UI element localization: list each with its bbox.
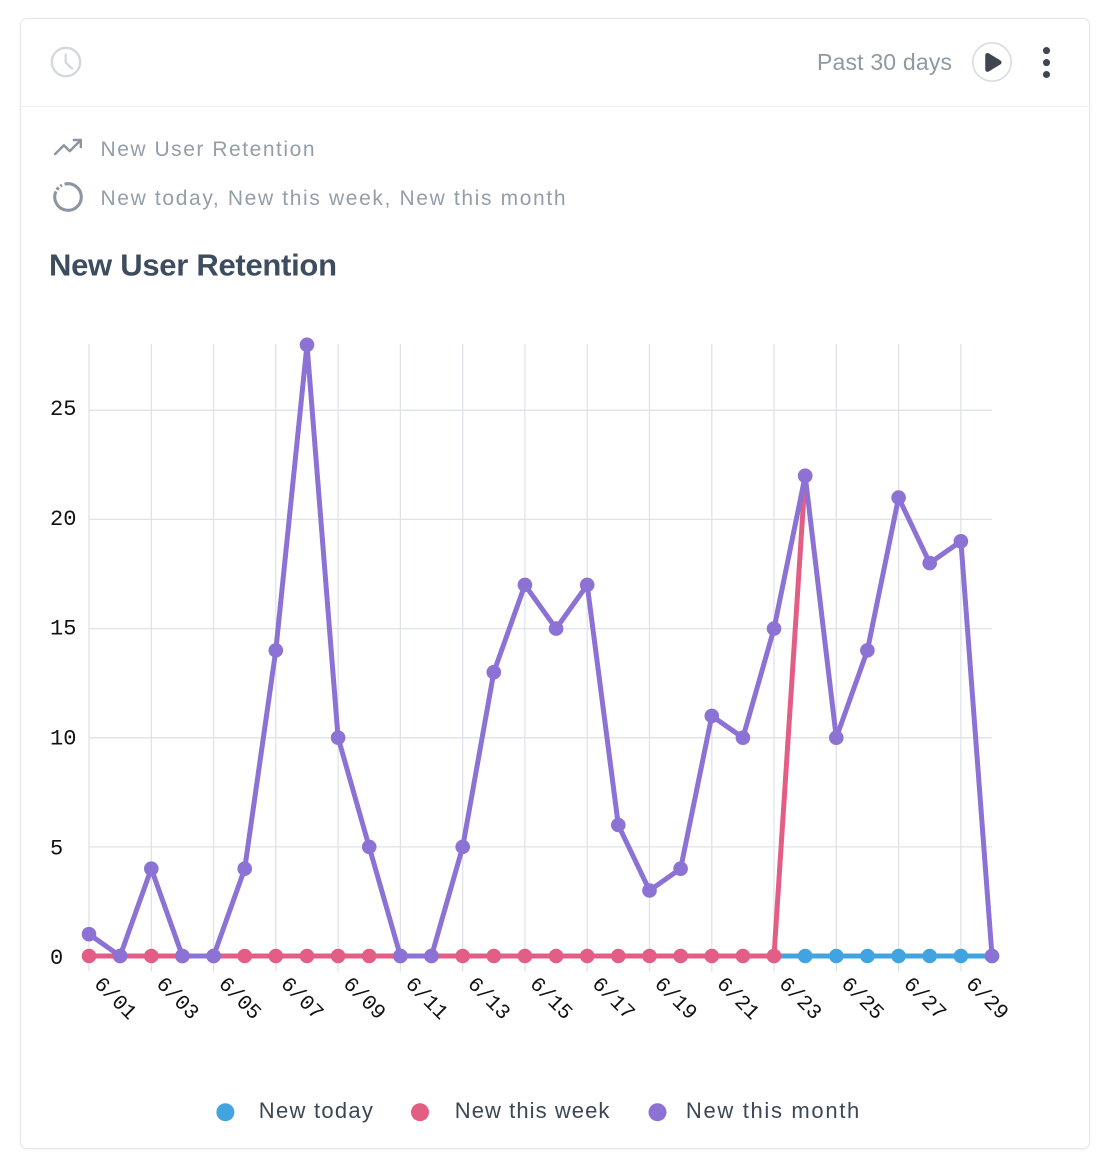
svg-text:6/27: 6/27 (898, 974, 950, 1026)
svg-text:5: 5 (50, 836, 63, 861)
svg-text:New User Retention: New User Retention (101, 138, 315, 161)
svg-text:6/19: 6/19 (649, 974, 701, 1026)
svg-text:New today: New today (259, 1098, 373, 1123)
svg-text:20: 20 (50, 507, 76, 532)
svg-text:6/15: 6/15 (524, 974, 576, 1026)
svg-text:0: 0 (50, 946, 63, 971)
svg-text:25: 25 (50, 397, 76, 422)
svg-text:New User Retention: New User Retention (49, 248, 337, 283)
svg-text:6/17: 6/17 (586, 974, 638, 1026)
svg-text:6/03: 6/03 (150, 974, 202, 1026)
svg-text:6/05: 6/05 (213, 974, 265, 1026)
svg-text:6/07: 6/07 (275, 974, 327, 1026)
svg-text:6/13: 6/13 (462, 974, 514, 1026)
svg-text:10: 10 (50, 727, 76, 752)
svg-text:New this month: New this month (686, 1098, 859, 1123)
svg-text:Past 30 days: Past 30 days (817, 49, 952, 75)
svg-text:6/25: 6/25 (835, 974, 887, 1026)
svg-text:15: 15 (50, 617, 76, 642)
svg-text:6/21: 6/21 (711, 974, 763, 1026)
svg-text:6/01: 6/01 (88, 974, 140, 1026)
svg-text:6/23: 6/23 (773, 974, 825, 1026)
svg-text:New this week: New this week (455, 1098, 611, 1123)
svg-text:6/29: 6/29 (960, 974, 1012, 1026)
svg-text:New today, New this week, New: New today, New this week, New this month (101, 187, 566, 210)
svg-text:6/11: 6/11 (400, 974, 452, 1026)
svg-text:6/09: 6/09 (337, 974, 389, 1026)
